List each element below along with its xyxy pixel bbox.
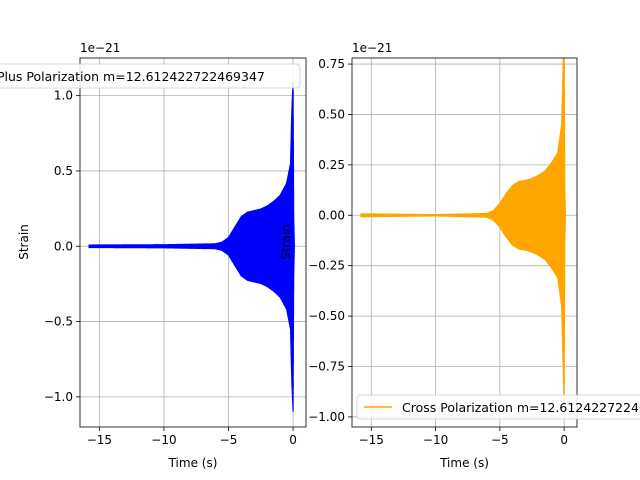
series-line-cross — [360, 58, 567, 411]
y-tick-label: −0.5 — [44, 315, 73, 329]
x-tick-label: −15 — [87, 433, 112, 447]
y-tick-label: 0.75 — [318, 57, 345, 71]
series-line-plus — [88, 82, 295, 412]
offset-text: 1e−21 — [80, 41, 120, 55]
y-tick-label: 0.0 — [54, 239, 73, 253]
plot-area — [360, 58, 567, 411]
x-tick-label: −10 — [151, 433, 176, 447]
legend-label: Plus Polarization m=12.612422722469347 — [0, 69, 265, 84]
cross-polarization-panel: −15 −10 −5 0 −1.00 −0.75 −0.50 −0.25 0.00 0.25 0.5… — [279, 41, 640, 470]
y-tick-label: 0.50 — [318, 107, 345, 121]
legend-box — [356, 394, 640, 420]
y-tick-label: −0.50 — [308, 309, 345, 323]
y-axis-label: Strain — [17, 224, 31, 260]
y-tick-label: −1.0 — [44, 390, 73, 404]
y-tick-label: 0.25 — [318, 158, 345, 172]
legend: Plus Polarization m=12.612422722469347 — [0, 63, 301, 89]
x-tick-label: −5 — [220, 433, 238, 447]
y-tick-label: −1.00 — [308, 410, 345, 424]
y-tick-label: −0.75 — [308, 360, 345, 374]
y-tick-label: 0.5 — [54, 164, 73, 178]
y-tick-label: 0.00 — [318, 208, 345, 222]
axes-frame — [351, 57, 578, 428]
legend-box — [0, 63, 301, 89]
axes-frame — [79, 57, 307, 428]
x-tick-label: 0 — [560, 433, 568, 447]
legend: Cross Polarization m=12.612422722469347 — [356, 394, 640, 420]
x-axis-label: Time (s) — [439, 456, 489, 470]
x-tick-label: 0 — [289, 433, 297, 447]
x-tick-label: −15 — [359, 433, 384, 447]
x-axis-label: Time (s) — [168, 456, 218, 470]
x-tick-label: −10 — [423, 433, 448, 447]
legend-label: Cross Polarization m=12.612422722469347 — [402, 400, 640, 415]
y-axis-label: Strain — [279, 224, 293, 260]
y-tick-label: 1.0 — [54, 89, 73, 103]
plus-polarization-panel: −15 −10 −5 0 −1.0 −0.5 0.0 0.5 1.0 Time (s) Strain… — [0, 41, 307, 470]
y-tick-label: −0.25 — [308, 259, 345, 273]
plot-area — [88, 82, 295, 412]
offset-text: 1e−21 — [352, 41, 392, 55]
x-tick-label: −5 — [491, 433, 509, 447]
